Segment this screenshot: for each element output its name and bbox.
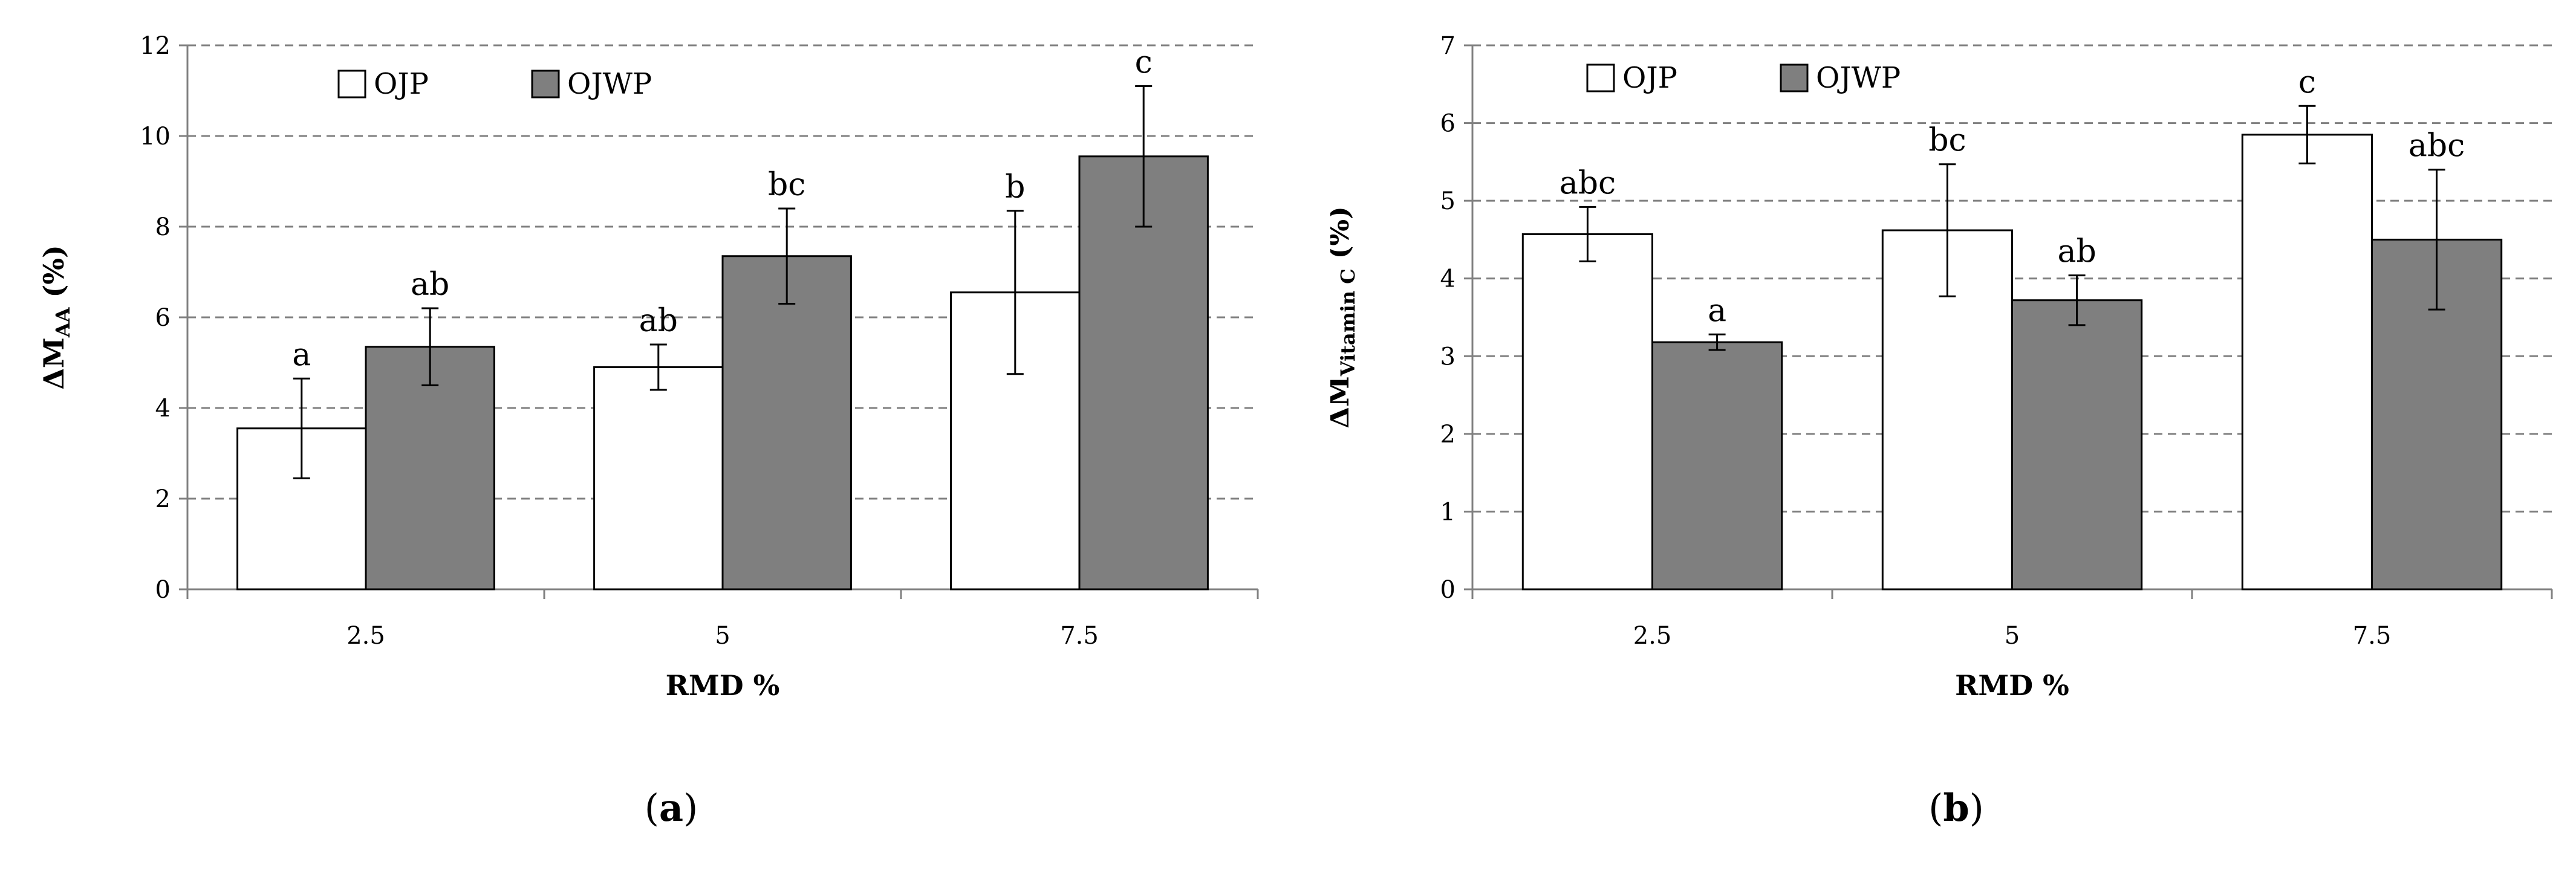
chart-a-xtick-label: 7.5 — [1060, 622, 1099, 650]
chart-b-significance-label: abc — [1560, 165, 1616, 201]
chart-b-legend-swatch-ojp — [1586, 63, 1615, 92]
chart-b-significance-label: a — [1708, 293, 1726, 329]
chart-a-y-axis-title: ΔMAA (%) — [37, 245, 74, 390]
chart-b-y-axis-title-main: ΔM — [1330, 376, 1355, 429]
chart-b-ytick-label: 4 — [1440, 265, 1456, 293]
chart-a-ytick-label: 12 — [140, 32, 171, 60]
chart-a-ytick-label: 4 — [155, 395, 171, 422]
chart-b: 0 1 2 3 4 5 6 7 abc a 2.5 bc ab 5 c abc 7.5 RMD % ΔMVitami… — [1330, 32, 2553, 702]
chart-a-significance-label: c — [1135, 45, 1153, 81]
chart-a-legend-label-ojwp: OJWP — [567, 67, 652, 101]
chart-b-ytick-label: 3 — [1440, 343, 1456, 371]
chart-b-ytick-label: 6 — [1440, 110, 1456, 138]
chart-a-legend-swatch-ojwp — [531, 70, 560, 99]
chart-a-legend-label-ojp: OJP — [374, 67, 429, 101]
panel-label-a-letter: a — [659, 786, 684, 830]
chart-a-bar-ojp-1 — [593, 366, 724, 591]
chart-b-ytick-label: 5 — [1440, 187, 1456, 215]
chart-a-y-axis-title-suffix: (%) — [37, 245, 70, 307]
chart-b-significance-label: c — [2298, 64, 2316, 100]
chart-a-xtick-label: 2.5 — [346, 622, 385, 650]
chart-a-ytick-label: 2 — [155, 485, 171, 513]
chart-a-ytick-label: 8 — [155, 213, 171, 241]
chart-b-ytick-label: 0 — [1440, 576, 1456, 604]
chart-a-significance-label: b — [1005, 169, 1025, 206]
chart-a-significance-label: a — [292, 337, 311, 373]
chart-b-bar-ojp-0 — [1521, 233, 1653, 591]
chart-a-bar-ojwp-2 — [1078, 155, 1209, 591]
chart-b-ytick-label: 2 — [1440, 421, 1456, 448]
chart-a-significance-label: bc — [768, 167, 805, 203]
chart-b-x-axis-title: RMD % — [1955, 669, 2069, 702]
chart-a-significance-label: ab — [639, 303, 678, 339]
panel-label-b-letter: b — [1943, 786, 1969, 830]
chart-b-ytick-label: 7 — [1440, 32, 1456, 60]
chart-b-legend-swatch-ojwp — [1780, 63, 1809, 92]
chart-b-significance-label: abc — [2408, 128, 2465, 164]
panel-label-b: (b) — [1928, 786, 1984, 830]
chart-b-significance-label: bc — [1928, 123, 1966, 159]
chart-a-ytick-label: 6 — [155, 304, 171, 332]
chart-b-bar-ojwp-1 — [2011, 299, 2143, 591]
chart-b-bar-ojwp-0 — [1651, 341, 1783, 591]
chart-a-significance-label: ab — [411, 267, 449, 303]
chart-b-xtick-label: 5 — [2005, 622, 2020, 650]
chart-b-legend-label-ojwp: OJWP — [1816, 61, 1901, 95]
chart-b-y-axis-title: ΔMVitamin C (%) — [1330, 206, 1359, 429]
chart-b-legend-label-ojp: OJP — [1622, 61, 1677, 95]
chart-b-bar-ojp-2 — [2241, 134, 2373, 591]
chart-b-y-axis-title-suffix: (%) — [1330, 206, 1355, 268]
chart-a-bar-ojwp-0 — [365, 346, 495, 591]
panel-label-a: (a) — [644, 786, 698, 830]
chart-a-ytick-label: 0 — [155, 576, 171, 604]
chart-a-y-axis-title-main: ΔM — [37, 337, 70, 390]
chart-a-xtick-label: 5 — [715, 622, 730, 650]
chart-b-xtick-label: 2.5 — [1633, 622, 1672, 650]
chart-a-legend-swatch-ojp — [337, 70, 366, 99]
chart-a-x-axis-title: RMD % — [666, 669, 780, 702]
chart-b-significance-label: ab — [2057, 234, 2096, 270]
chart-a-bar-ojwp-1 — [721, 255, 852, 591]
chart-b-y-axis-title-sub: Vitamin C — [1336, 268, 1359, 377]
chart-a-y-axis-title-sub: AA — [51, 306, 74, 338]
chart-b-ytick-label: 1 — [1440, 498, 1456, 526]
chart-b-xtick-label: 7.5 — [2353, 622, 2392, 650]
chart-a-ytick-label: 10 — [140, 123, 171, 151]
